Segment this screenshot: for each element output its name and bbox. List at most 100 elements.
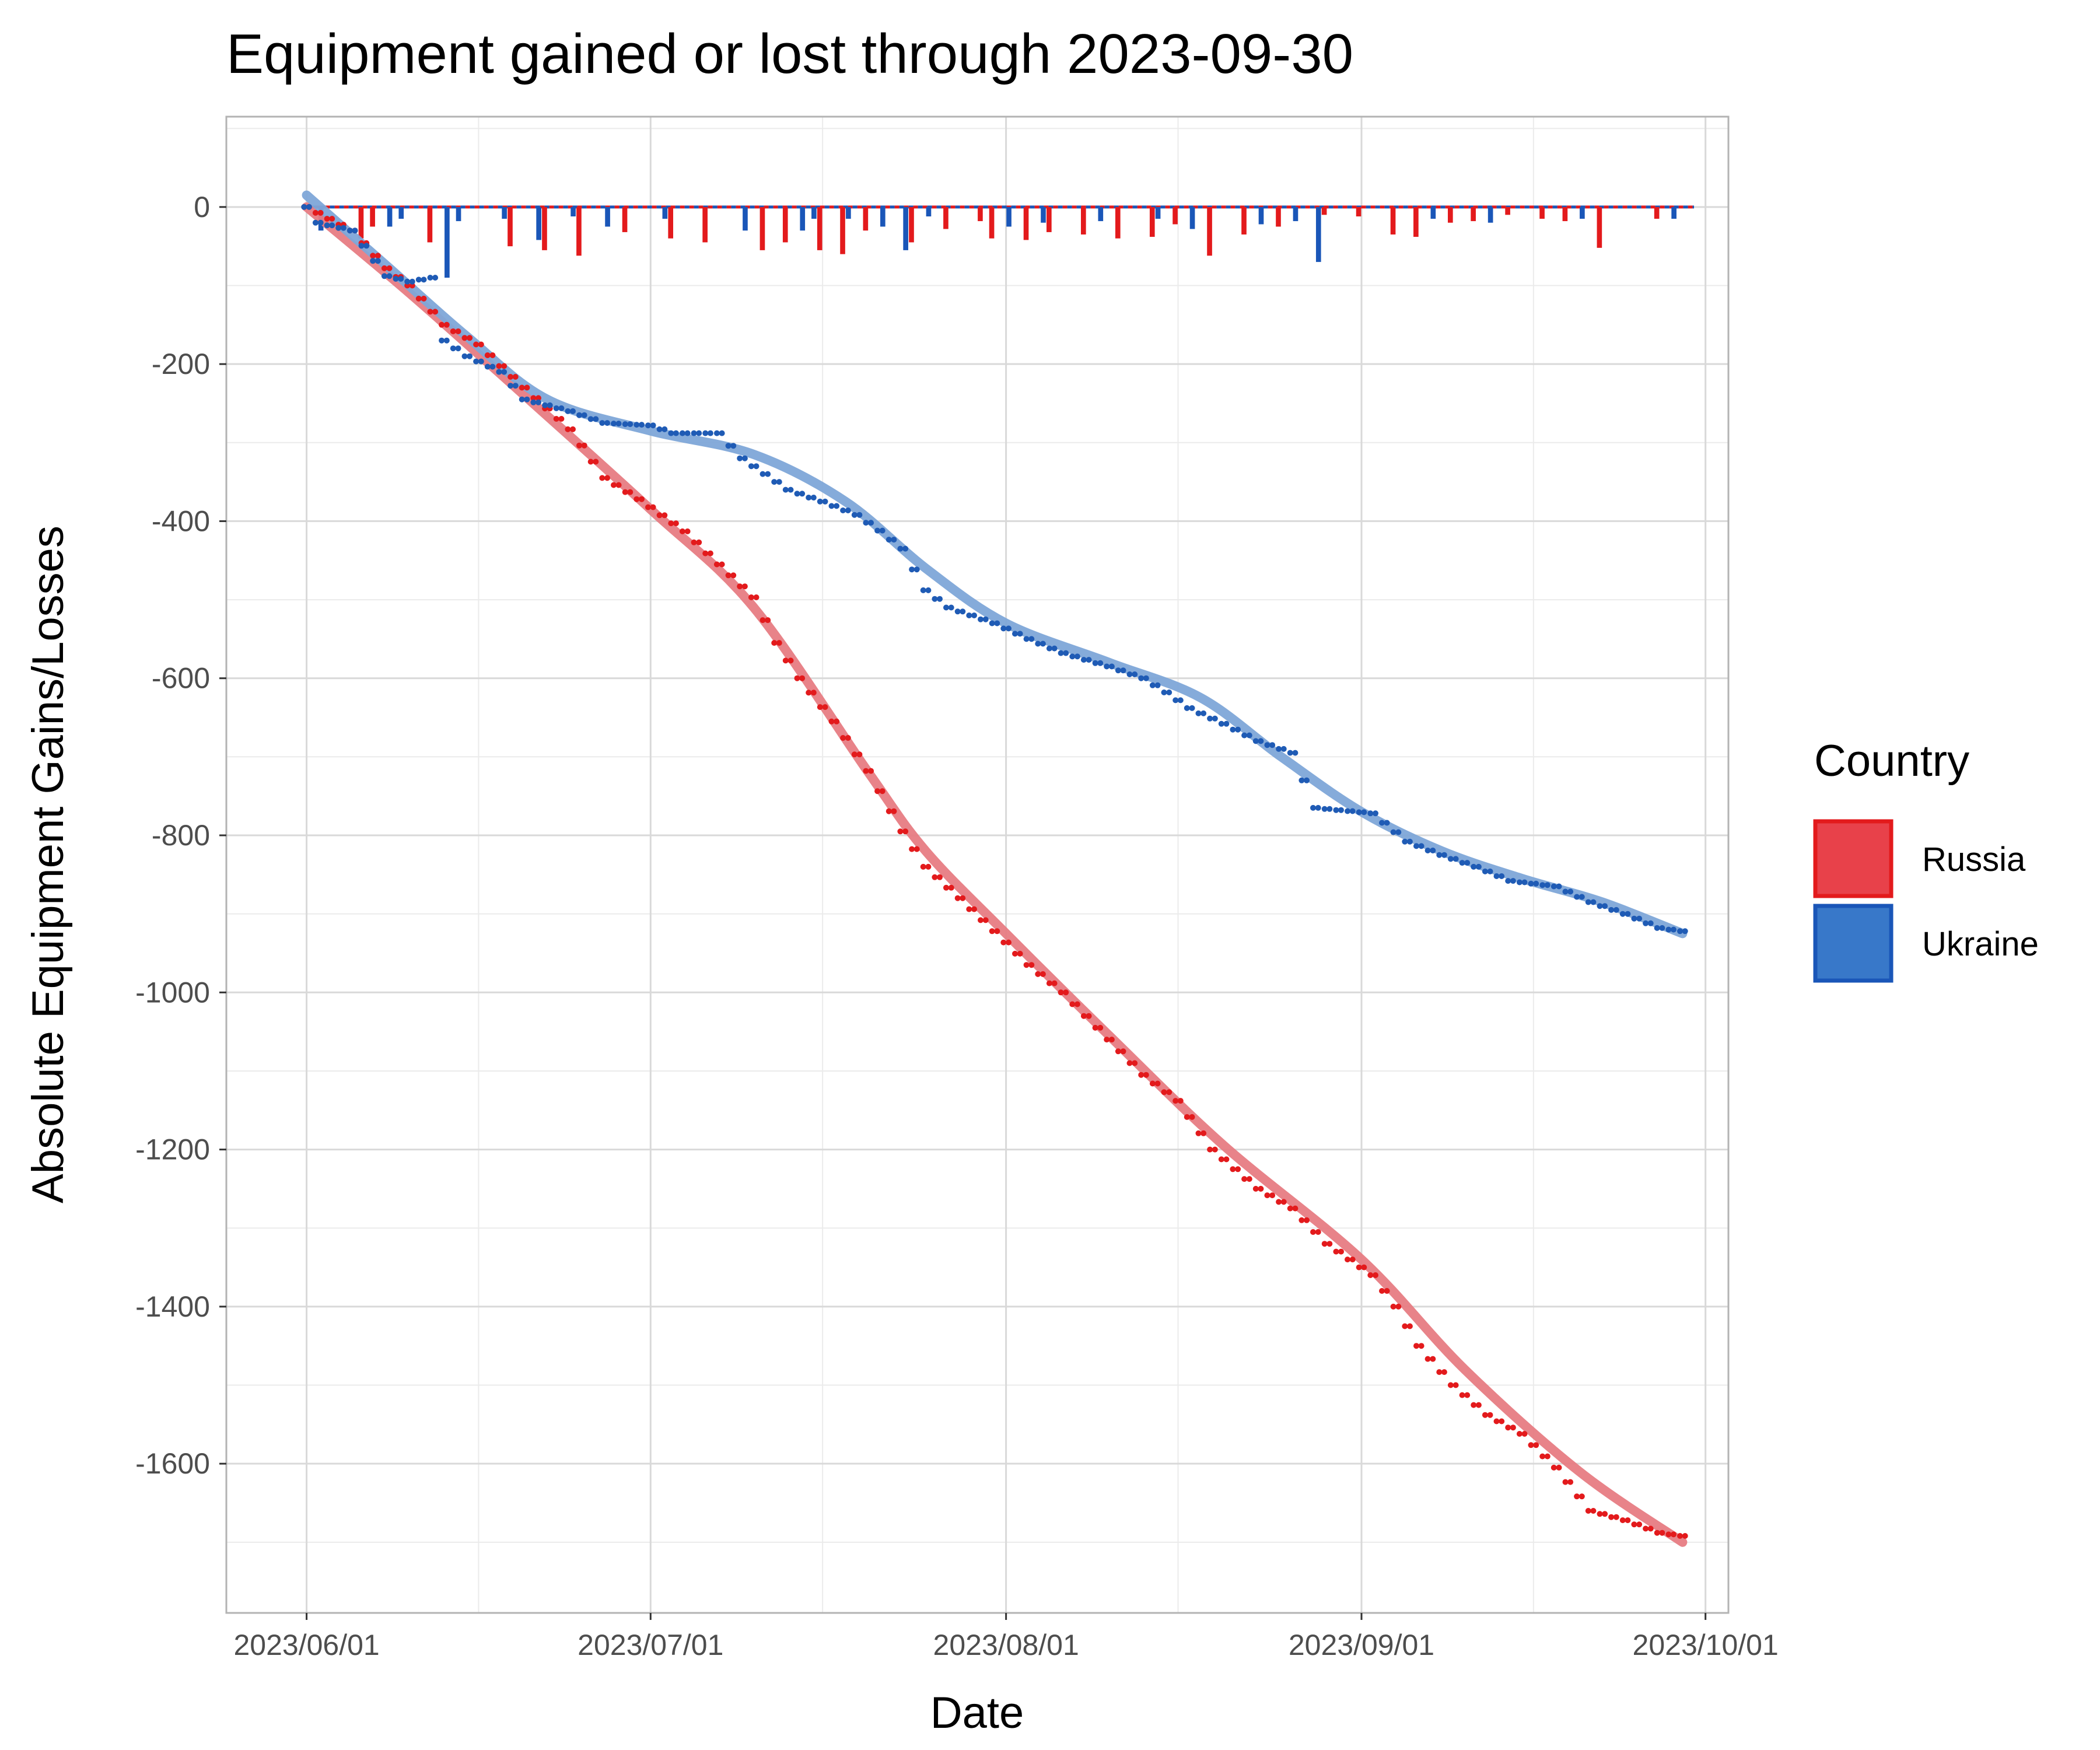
- ukraine-point: [810, 495, 817, 501]
- russia-point: [1406, 1323, 1413, 1329]
- russia-point: [484, 352, 491, 358]
- russia-point: [1298, 1217, 1305, 1223]
- russia-point: [891, 808, 897, 814]
- russia-point: [1597, 1511, 1603, 1517]
- ukraine-point: [1349, 808, 1356, 814]
- russia-point: [1413, 1343, 1419, 1349]
- ukraine-point: [352, 228, 358, 234]
- russia-daily-bar: [840, 206, 845, 254]
- ukraine-point: [312, 219, 318, 226]
- russia-point: [920, 863, 926, 870]
- ukraine-point: [1200, 710, 1207, 716]
- ukraine-point: [346, 228, 353, 234]
- ukraine-point: [1223, 720, 1230, 727]
- russia-point: [1184, 1114, 1190, 1120]
- russia-point: [994, 928, 1000, 935]
- russia-point: [948, 884, 954, 891]
- ukraine-point: [301, 204, 307, 210]
- russia-point: [536, 395, 541, 401]
- russia-point: [1046, 980, 1052, 986]
- ukraine-point: [1406, 838, 1413, 845]
- russia-point: [966, 906, 972, 912]
- y-tick-label: -600: [152, 662, 210, 695]
- russia-point: [1108, 1037, 1115, 1043]
- ukraine-point: [358, 243, 365, 249]
- russia-point: [1154, 1080, 1161, 1087]
- ukraine-daily-bar: [1671, 206, 1676, 219]
- russia-point: [817, 704, 823, 710]
- ukraine-point: [1665, 926, 1672, 933]
- ukraine-point: [886, 537, 892, 543]
- ukraine-point: [393, 276, 399, 282]
- russia-daily-bar: [1471, 206, 1476, 222]
- ukraine-point: [524, 396, 530, 402]
- ukraine-point: [1424, 848, 1431, 853]
- russia-daily-bar: [542, 206, 547, 250]
- russia-point: [1120, 1048, 1126, 1055]
- russia-point: [1550, 1464, 1557, 1471]
- russia-point: [455, 328, 461, 334]
- russia-point: [1384, 1288, 1390, 1294]
- russia-point: [1321, 1241, 1328, 1247]
- russia-point: [432, 309, 439, 315]
- russia-daily-bar: [1276, 206, 1281, 227]
- ukraine-point: [622, 421, 628, 428]
- russia-daily-bar: [782, 206, 788, 243]
- ukraine-point: [1682, 928, 1688, 935]
- russia-point: [1000, 939, 1007, 946]
- ukraine-point: [627, 421, 634, 428]
- russia-point: [1189, 1114, 1195, 1120]
- ukraine-daily-bar: [605, 206, 610, 227]
- ukraine-point: [370, 258, 376, 264]
- ukraine-daily-bar: [800, 206, 806, 231]
- russia-point: [782, 657, 789, 664]
- ukraine-point: [1528, 880, 1534, 887]
- ukraine-point: [1499, 873, 1505, 879]
- ukraine-point: [1608, 907, 1615, 913]
- ukraine-point: [501, 369, 508, 375]
- russia-point: [1659, 1530, 1665, 1536]
- ukraine-point: [662, 426, 668, 432]
- russia-point: [1230, 1166, 1236, 1172]
- russia-point: [1441, 1369, 1447, 1376]
- russia-point: [622, 489, 628, 495]
- ukraine-point: [1000, 625, 1007, 632]
- russia-point: [1499, 1418, 1505, 1424]
- ukraine-daily-bar: [846, 206, 851, 219]
- ukraine-point: [1602, 903, 1608, 909]
- russia-point: [1402, 1323, 1408, 1329]
- ukraine-point: [1184, 705, 1190, 711]
- russia-point: [822, 704, 828, 710]
- russia-daily-bar: [1149, 206, 1155, 237]
- ukraine-point: [1017, 631, 1023, 637]
- ukraine-point: [1138, 675, 1144, 681]
- russia-point: [415, 295, 422, 302]
- ukraine-point: [1447, 856, 1454, 862]
- ukraine-point: [828, 503, 835, 509]
- ukraine-point: [1597, 903, 1603, 909]
- ukraine-point: [856, 512, 863, 518]
- russia-point: [1539, 1453, 1546, 1460]
- ukraine-point: [1578, 894, 1585, 900]
- russia-point: [1505, 1424, 1511, 1431]
- ukraine-point: [1487, 868, 1493, 874]
- ukraine-point: [1252, 738, 1259, 744]
- ukraine-point: [1080, 657, 1087, 663]
- ukraine-point: [1092, 660, 1098, 666]
- ukraine-point: [1550, 883, 1557, 890]
- ukraine-point: [1402, 838, 1408, 845]
- ukraine-point: [409, 278, 415, 285]
- russia-daily-bar: [1505, 206, 1510, 215]
- ukraine-point: [1345, 808, 1350, 814]
- russia-point: [1104, 1037, 1110, 1043]
- russia-point: [856, 751, 863, 758]
- ukraine-point: [1086, 657, 1092, 663]
- russia-point: [1424, 1356, 1431, 1362]
- ukraine-point: [581, 412, 587, 418]
- russia-point: [1126, 1060, 1133, 1066]
- russia-point: [741, 583, 748, 590]
- ukraine-point: [508, 383, 514, 389]
- legend: Country Russia Ukraine: [1813, 736, 2039, 983]
- russia-point: [1012, 950, 1018, 957]
